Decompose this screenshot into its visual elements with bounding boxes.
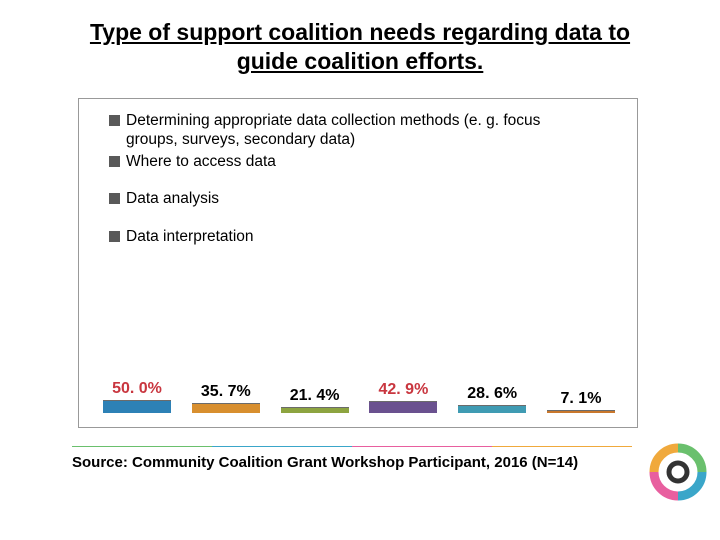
source-text: Source: Community Coalition Grant Worksh… <box>72 453 632 473</box>
logo-ring-segment <box>678 472 702 496</box>
source-accent-line <box>72 446 632 447</box>
bar-column: 21. 4% <box>275 387 355 413</box>
legend-label: Data interpretation <box>126 227 254 246</box>
bar <box>281 407 349 413</box>
bar-column: 42. 9% <box>363 381 443 413</box>
legend: Determining appropriate data collection … <box>109 111 609 248</box>
bar-column: 35. 7% <box>186 383 266 413</box>
brand-logo <box>648 442 708 502</box>
bar-value-label: 35. 7% <box>201 383 251 401</box>
bar-column: 7. 1% <box>541 390 621 413</box>
slide: Type of support coalition needs regardin… <box>0 0 720 540</box>
chart-container: Determining appropriate data collection … <box>78 98 638 428</box>
bar-value-label: 7. 1% <box>561 390 602 408</box>
legend-swatch <box>109 193 120 204</box>
chart-title: Type of support coalition needs regardin… <box>70 18 650 76</box>
bar-value-label: 42. 9% <box>378 381 428 399</box>
legend-swatch <box>109 115 120 126</box>
bars-area: 50. 0% 35. 7% 21. 4% 42. 9% 28. 6% 7. 1% <box>97 353 621 413</box>
bar-value-label: 28. 6% <box>467 385 517 403</box>
bar <box>192 403 260 413</box>
legend-swatch <box>109 156 120 167</box>
bar-value-label: 21. 4% <box>290 387 340 405</box>
legend-item: Data analysis <box>109 189 609 208</box>
legend-item: Data interpretation <box>109 227 609 246</box>
logo-ring-segment <box>678 448 702 472</box>
legend-item: Where to access data <box>109 152 609 171</box>
bar <box>547 410 615 413</box>
legend-label: Data analysis <box>126 189 219 208</box>
legend-swatch <box>109 231 120 242</box>
bar-column: 50. 0% <box>97 380 177 414</box>
legend-item: Determining appropriate data collection … <box>109 111 609 150</box>
bar <box>103 400 171 414</box>
bar <box>369 401 437 413</box>
source-block: Source: Community Coalition Grant Worksh… <box>72 446 632 473</box>
legend-label: Where to access data <box>126 152 276 171</box>
logo-ring-segment <box>654 448 678 472</box>
legend-label: Determining appropriate data collection … <box>126 111 596 150</box>
bar <box>458 405 526 413</box>
logo-ring-segment <box>654 472 678 496</box>
bar-column: 28. 6% <box>452 385 532 413</box>
brand-logo-svg <box>648 442 708 502</box>
bar-value-label: 50. 0% <box>112 380 162 398</box>
